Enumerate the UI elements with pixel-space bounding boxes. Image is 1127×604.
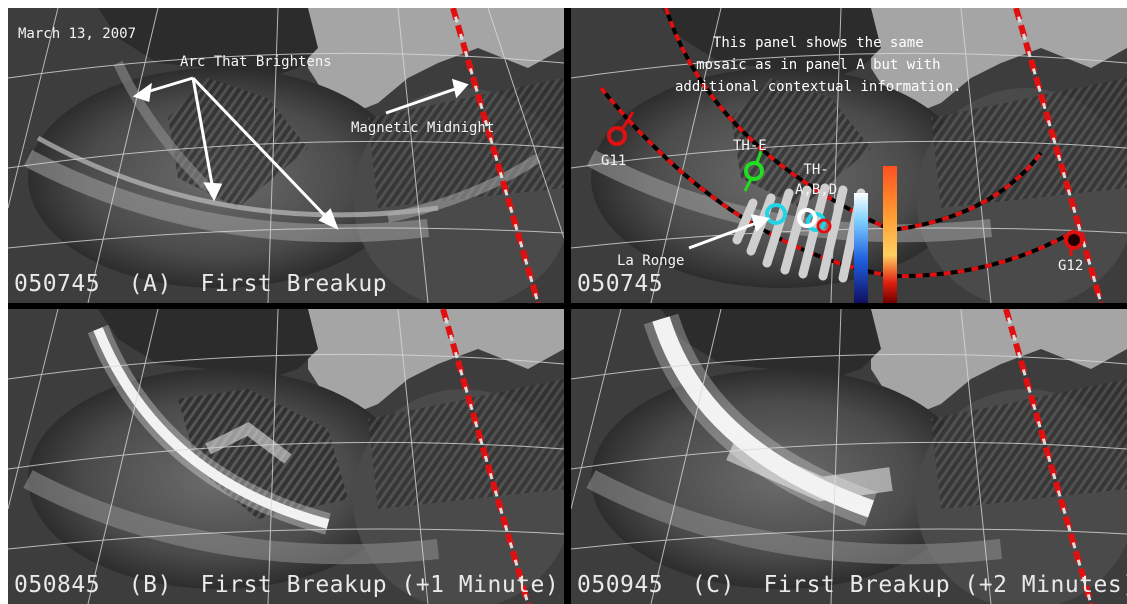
panel-b-mosaic <box>8 309 564 604</box>
panel-b-caption: 050845 (B) First Breakup (+1 Minute) <box>14 572 559 598</box>
panel-context-timestamp: 050745 <box>577 271 664 297</box>
arc-that-brightens-label: Arc That Brightens <box>180 54 332 70</box>
panel-b-timestamp: 050845 <box>14 572 101 598</box>
la-ronge-arrow <box>688 213 771 250</box>
panel-c-letter: (C) <box>691 572 735 598</box>
th-e-label: TH-E <box>733 138 767 154</box>
panel-a-caption: 050745 (A) First Breakup <box>14 271 387 297</box>
la-ronge-label: La Ronge <box>617 253 685 269</box>
blue-intensity-bar <box>854 193 868 303</box>
panel-c-mosaic <box>571 309 1127 604</box>
panel-b-letter: (B) <box>128 572 172 598</box>
panel-a-letter: (A) <box>128 271 172 297</box>
g11-label: G11 <box>601 153 627 169</box>
panel-a-timestamp: 050745 <box>14 271 101 297</box>
context-note: This panel shows the same mosaic as in p… <box>675 35 962 95</box>
g12-label: G12 <box>1058 258 1084 274</box>
th-e-marker <box>743 150 764 192</box>
panel-context: This panel shows the same mosaic as in p… <box>571 8 1127 303</box>
panel-a: March 13, 2007 Arc That Brightens Magnet… <box>8 8 564 303</box>
panel-context-mosaic <box>571 8 1127 303</box>
g12-marker <box>1064 230 1084 256</box>
panel-c-title: First Breakup (+2 Minutes) <box>763 572 1127 598</box>
panel-a-title: First Breakup <box>200 271 388 297</box>
panel-c-caption: 050945 (C) First Breakup (+2 Minutes) <box>577 572 1127 598</box>
panel-c-timestamp: 050945 <box>577 572 664 598</box>
orange-intensity-bar <box>883 166 897 303</box>
arc-arrows <box>132 76 469 230</box>
th-abd-label: TH- A,B,D <box>795 162 838 198</box>
magnetic-midnight-label: Magnetic Midnight <box>351 120 495 136</box>
g11-marker <box>607 111 635 146</box>
panel-b: 050845 (B) First Breakup (+1 Minute) <box>8 309 564 604</box>
date-label: March 13, 2007 <box>18 26 137 42</box>
th-abd-marker <box>797 208 832 234</box>
panel-b-title: First Breakup (+1 Minute) <box>200 572 560 598</box>
panel-a-mosaic <box>8 8 564 303</box>
auroral-mosaic-figure: March 13, 2007 Arc That Brightens Magnet… <box>8 8 1127 604</box>
panel-c: 050945 (C) First Breakup (+2 Minutes) <box>571 309 1127 604</box>
